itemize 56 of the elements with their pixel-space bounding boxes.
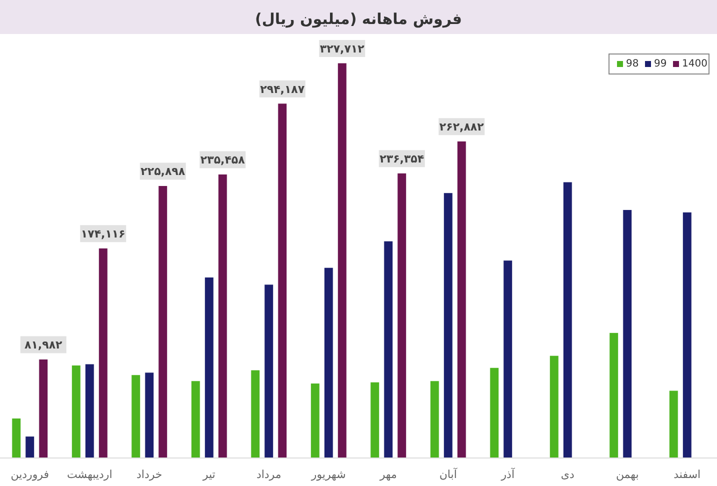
bar bbox=[397, 172, 407, 458]
x-tick-label: اردیبهشت bbox=[66, 468, 112, 481]
bar bbox=[71, 364, 81, 458]
legend-label: 99 bbox=[654, 58, 667, 70]
bar bbox=[430, 380, 440, 458]
x-tick-label: تیر bbox=[202, 468, 216, 481]
bar bbox=[12, 418, 22, 458]
bar bbox=[38, 358, 48, 458]
data-label: ۲۳۶,۳۵۴ bbox=[380, 152, 424, 166]
x-tick-label: مهر bbox=[378, 468, 397, 481]
bar bbox=[490, 367, 500, 458]
data-label: ۲۶۲,۸۸۲ bbox=[439, 120, 484, 134]
bar bbox=[562, 182, 572, 458]
data-label: ۸۱,۹۸۲ bbox=[24, 338, 63, 352]
chart-title: فروش ماهانه (میلیون ریال) bbox=[254, 10, 462, 28]
bar bbox=[549, 355, 559, 458]
bar bbox=[456, 140, 466, 458]
bar bbox=[682, 212, 692, 458]
bar bbox=[384, 240, 394, 458]
legend-label: 98 bbox=[626, 58, 639, 70]
bar bbox=[264, 284, 274, 458]
bar bbox=[503, 260, 513, 458]
x-tick-label: مرداد bbox=[256, 468, 282, 481]
bar bbox=[131, 374, 141, 458]
bar bbox=[337, 62, 347, 458]
x-tick-label: اسفند bbox=[674, 468, 701, 481]
bar bbox=[278, 103, 288, 458]
legend-label: 1400 bbox=[682, 58, 708, 70]
x-tick-label: بهمن bbox=[616, 468, 639, 481]
bar bbox=[190, 380, 200, 458]
bar bbox=[370, 382, 380, 458]
bar bbox=[310, 383, 320, 458]
data-label: ۲۲۵,۸۹۸ bbox=[140, 165, 186, 178]
bar bbox=[204, 276, 214, 458]
bar bbox=[443, 192, 453, 458]
bar bbox=[144, 372, 154, 458]
bar bbox=[218, 174, 228, 458]
data-label: ۲۳۵,۴۵۸ bbox=[200, 154, 246, 167]
x-tick-label: فروردین bbox=[10, 468, 50, 481]
bar bbox=[158, 185, 168, 458]
bar bbox=[668, 390, 678, 458]
x-tick-label: شهریور bbox=[310, 468, 346, 481]
data-label: ۱۷۴,۱۱۶ bbox=[80, 228, 126, 241]
x-tick-label: آذر bbox=[500, 467, 516, 481]
bar bbox=[98, 248, 108, 458]
bar bbox=[84, 364, 94, 458]
bar bbox=[25, 436, 35, 458]
data-label: ۲۹۴,۱۸۷ bbox=[260, 82, 305, 96]
x-tick-label: دی bbox=[560, 468, 574, 481]
bar bbox=[609, 332, 619, 458]
data-label: ۳۲۷,۷۱۲ bbox=[320, 42, 365, 56]
x-tick-label: خرداد bbox=[136, 468, 162, 481]
bar bbox=[324, 267, 334, 458]
bar bbox=[622, 209, 632, 458]
bar bbox=[250, 370, 260, 458]
x-tick-label: آبان bbox=[439, 467, 458, 481]
